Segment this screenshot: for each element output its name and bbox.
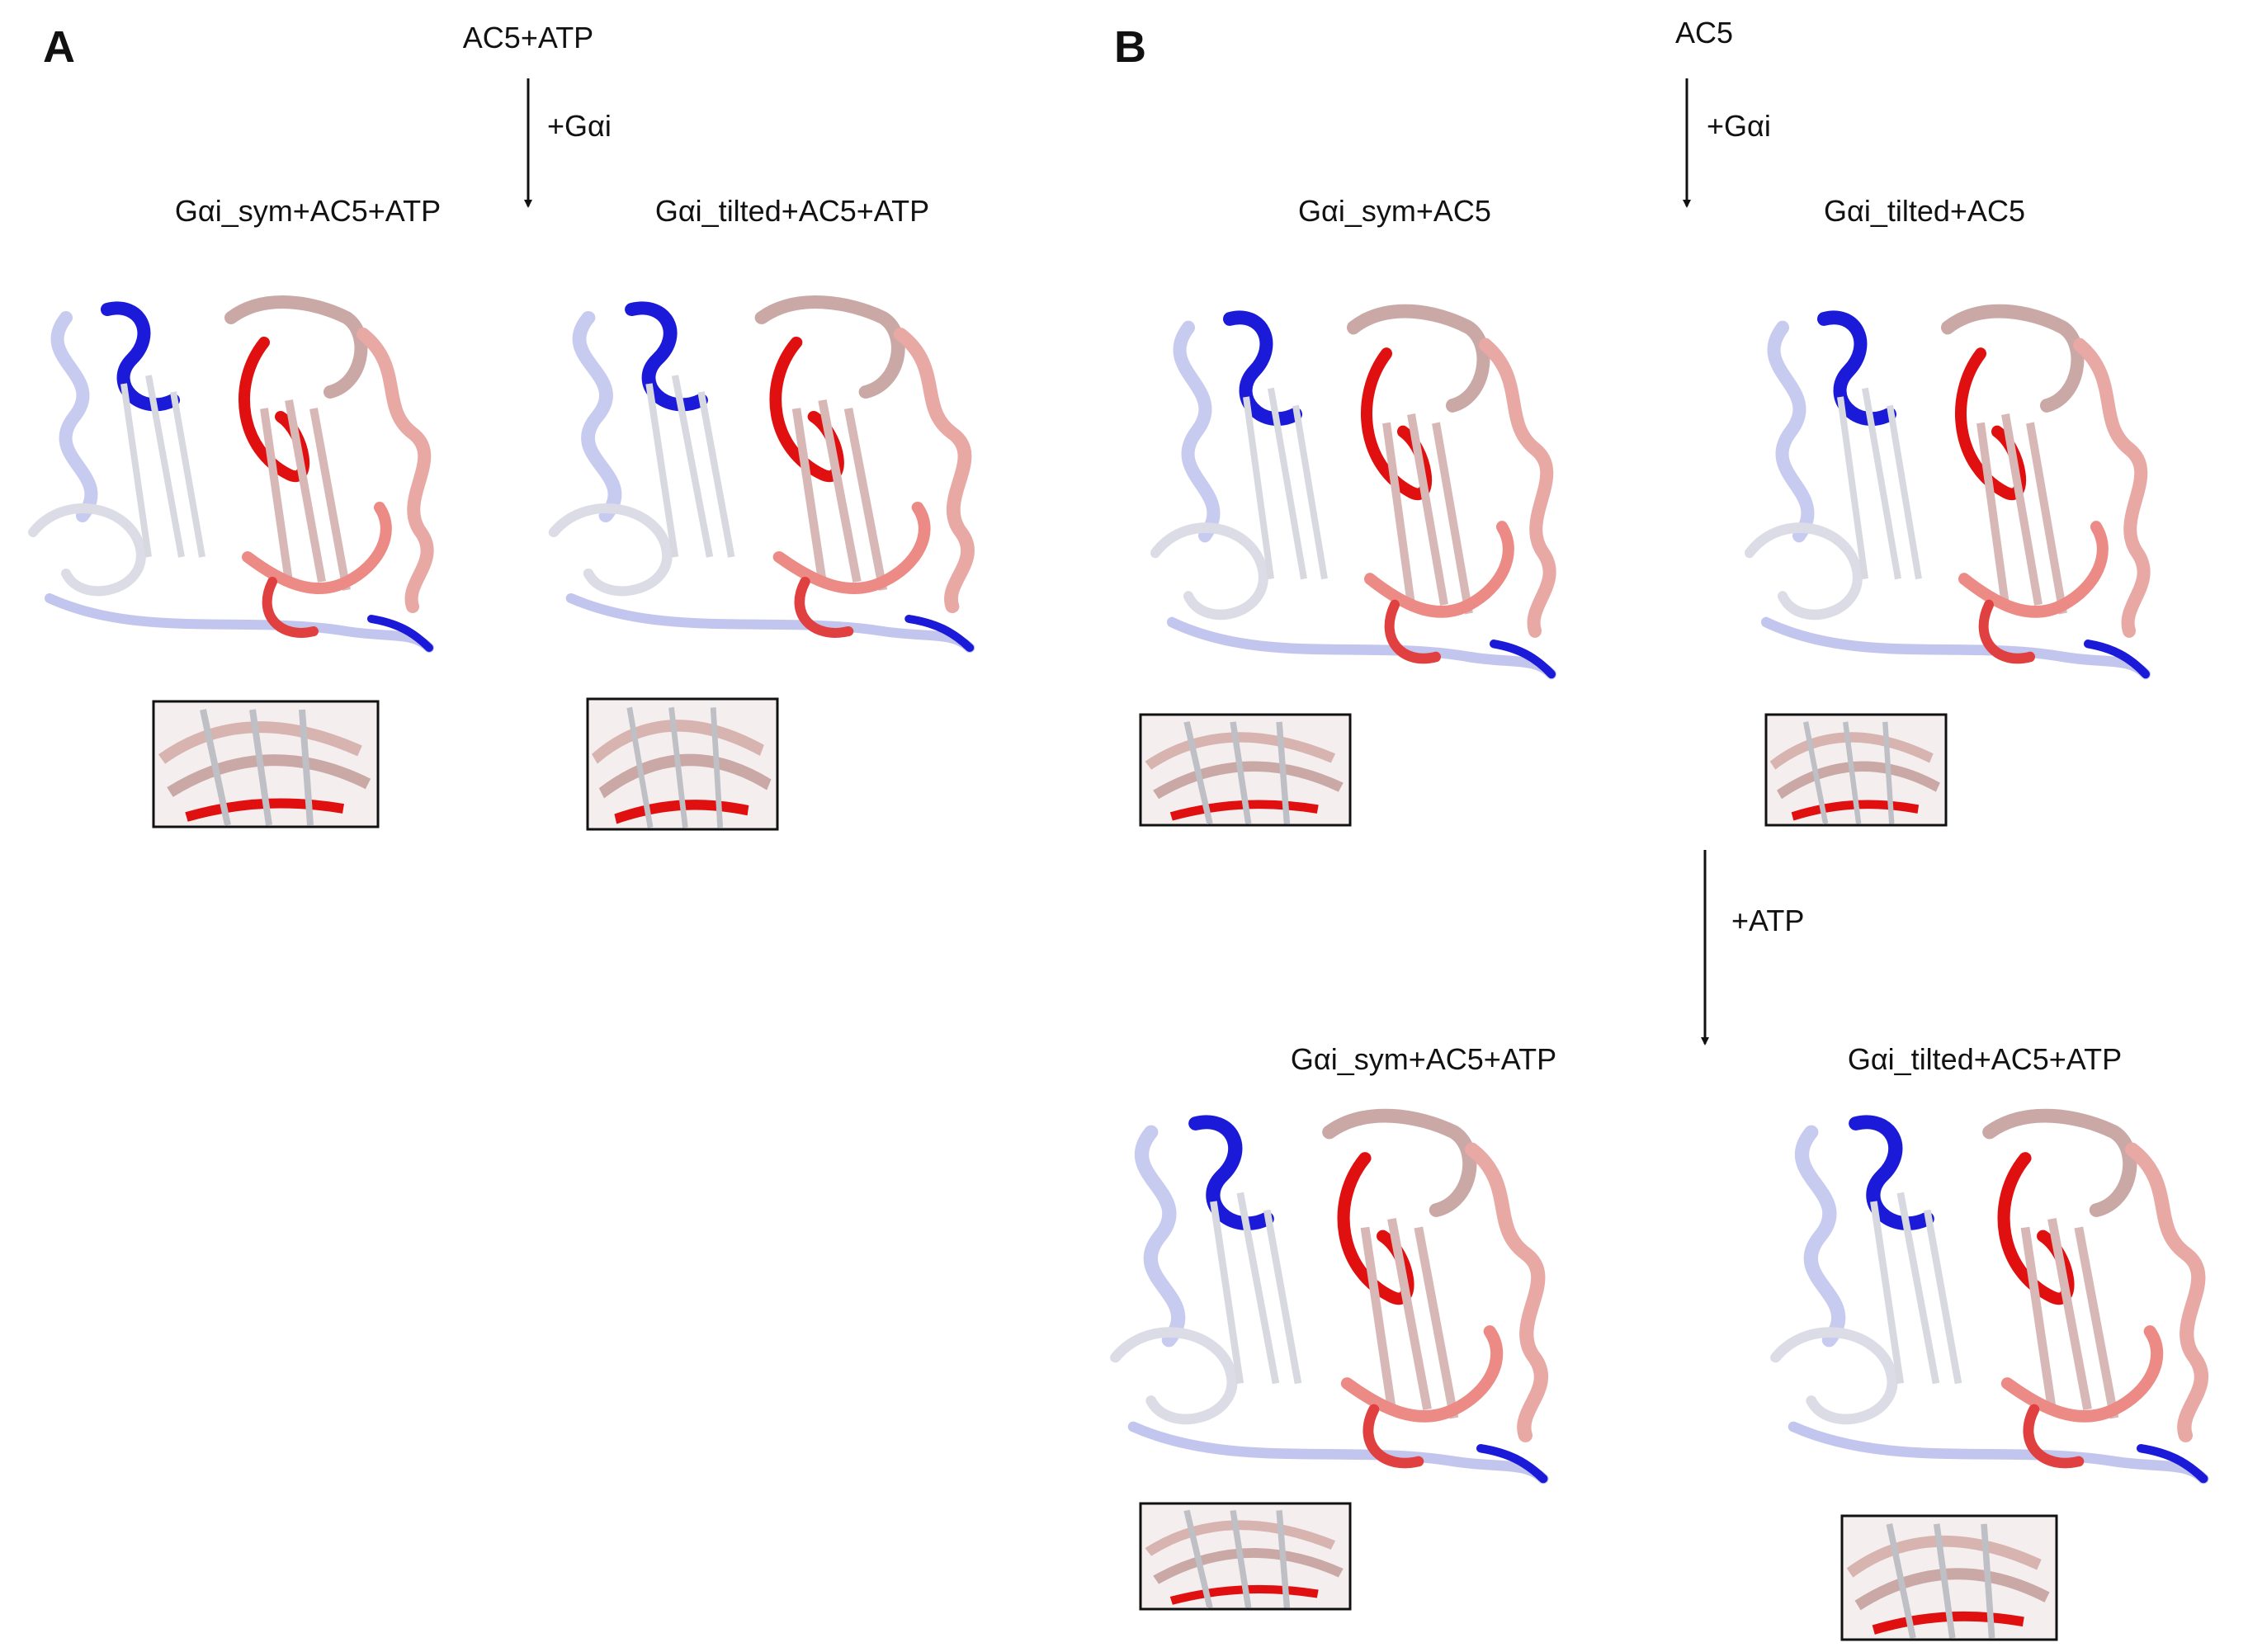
panel-b-step-gai: +Gαi [1707, 109, 1771, 143]
panel-b-letter: B [1114, 22, 1146, 72]
panel-a-structure-2-label: Gαi_tilted+AC5+ATP [654, 194, 930, 228]
panel-b-inset-1 [1139, 713, 1352, 827]
panel-a-structure-2 [554, 302, 970, 648]
panel-b-structure-3-label: Gαi_sym+AC5+ATP [1290, 1042, 1557, 1076]
panel-b-inset-3 [1139, 1502, 1352, 1611]
panel-b-step-atp: +ATP [1731, 904, 1805, 937]
panel-b-structure-1 [1155, 311, 1551, 674]
panel-b-structure-1-label: Gαi_sym+AC5 [1298, 194, 1491, 228]
panel-b-structure-4 [1776, 1116, 2203, 1479]
panel-a-inset-2 [586, 697, 779, 831]
panel-a-inset-1 [152, 700, 380, 828]
panel-b-structure-2 [1750, 311, 2146, 674]
panel-b-inset-4 [1840, 1514, 2058, 1641]
panel-b-structure-2-label: Gαi_tilted+AC5 [1824, 194, 2025, 228]
panel-a-structure-1-label: Gαi_sym+AC5+ATP [174, 194, 442, 228]
panel-a-structure-1 [33, 302, 429, 648]
panel-a-letter: A [43, 22, 75, 72]
panel-b-start-state: AC5 [1674, 16, 1734, 50]
panel-b-structure-4-label: Gαi_tilted+AC5+ATP [1847, 1042, 2123, 1076]
panel-b-structure-3 [1116, 1116, 1543, 1479]
panel-b-inset-2 [1764, 713, 1948, 827]
panel-a-start-state: AC5+ATP [462, 21, 594, 54]
panel-a-step-gai: +Gαi [547, 109, 612, 143]
